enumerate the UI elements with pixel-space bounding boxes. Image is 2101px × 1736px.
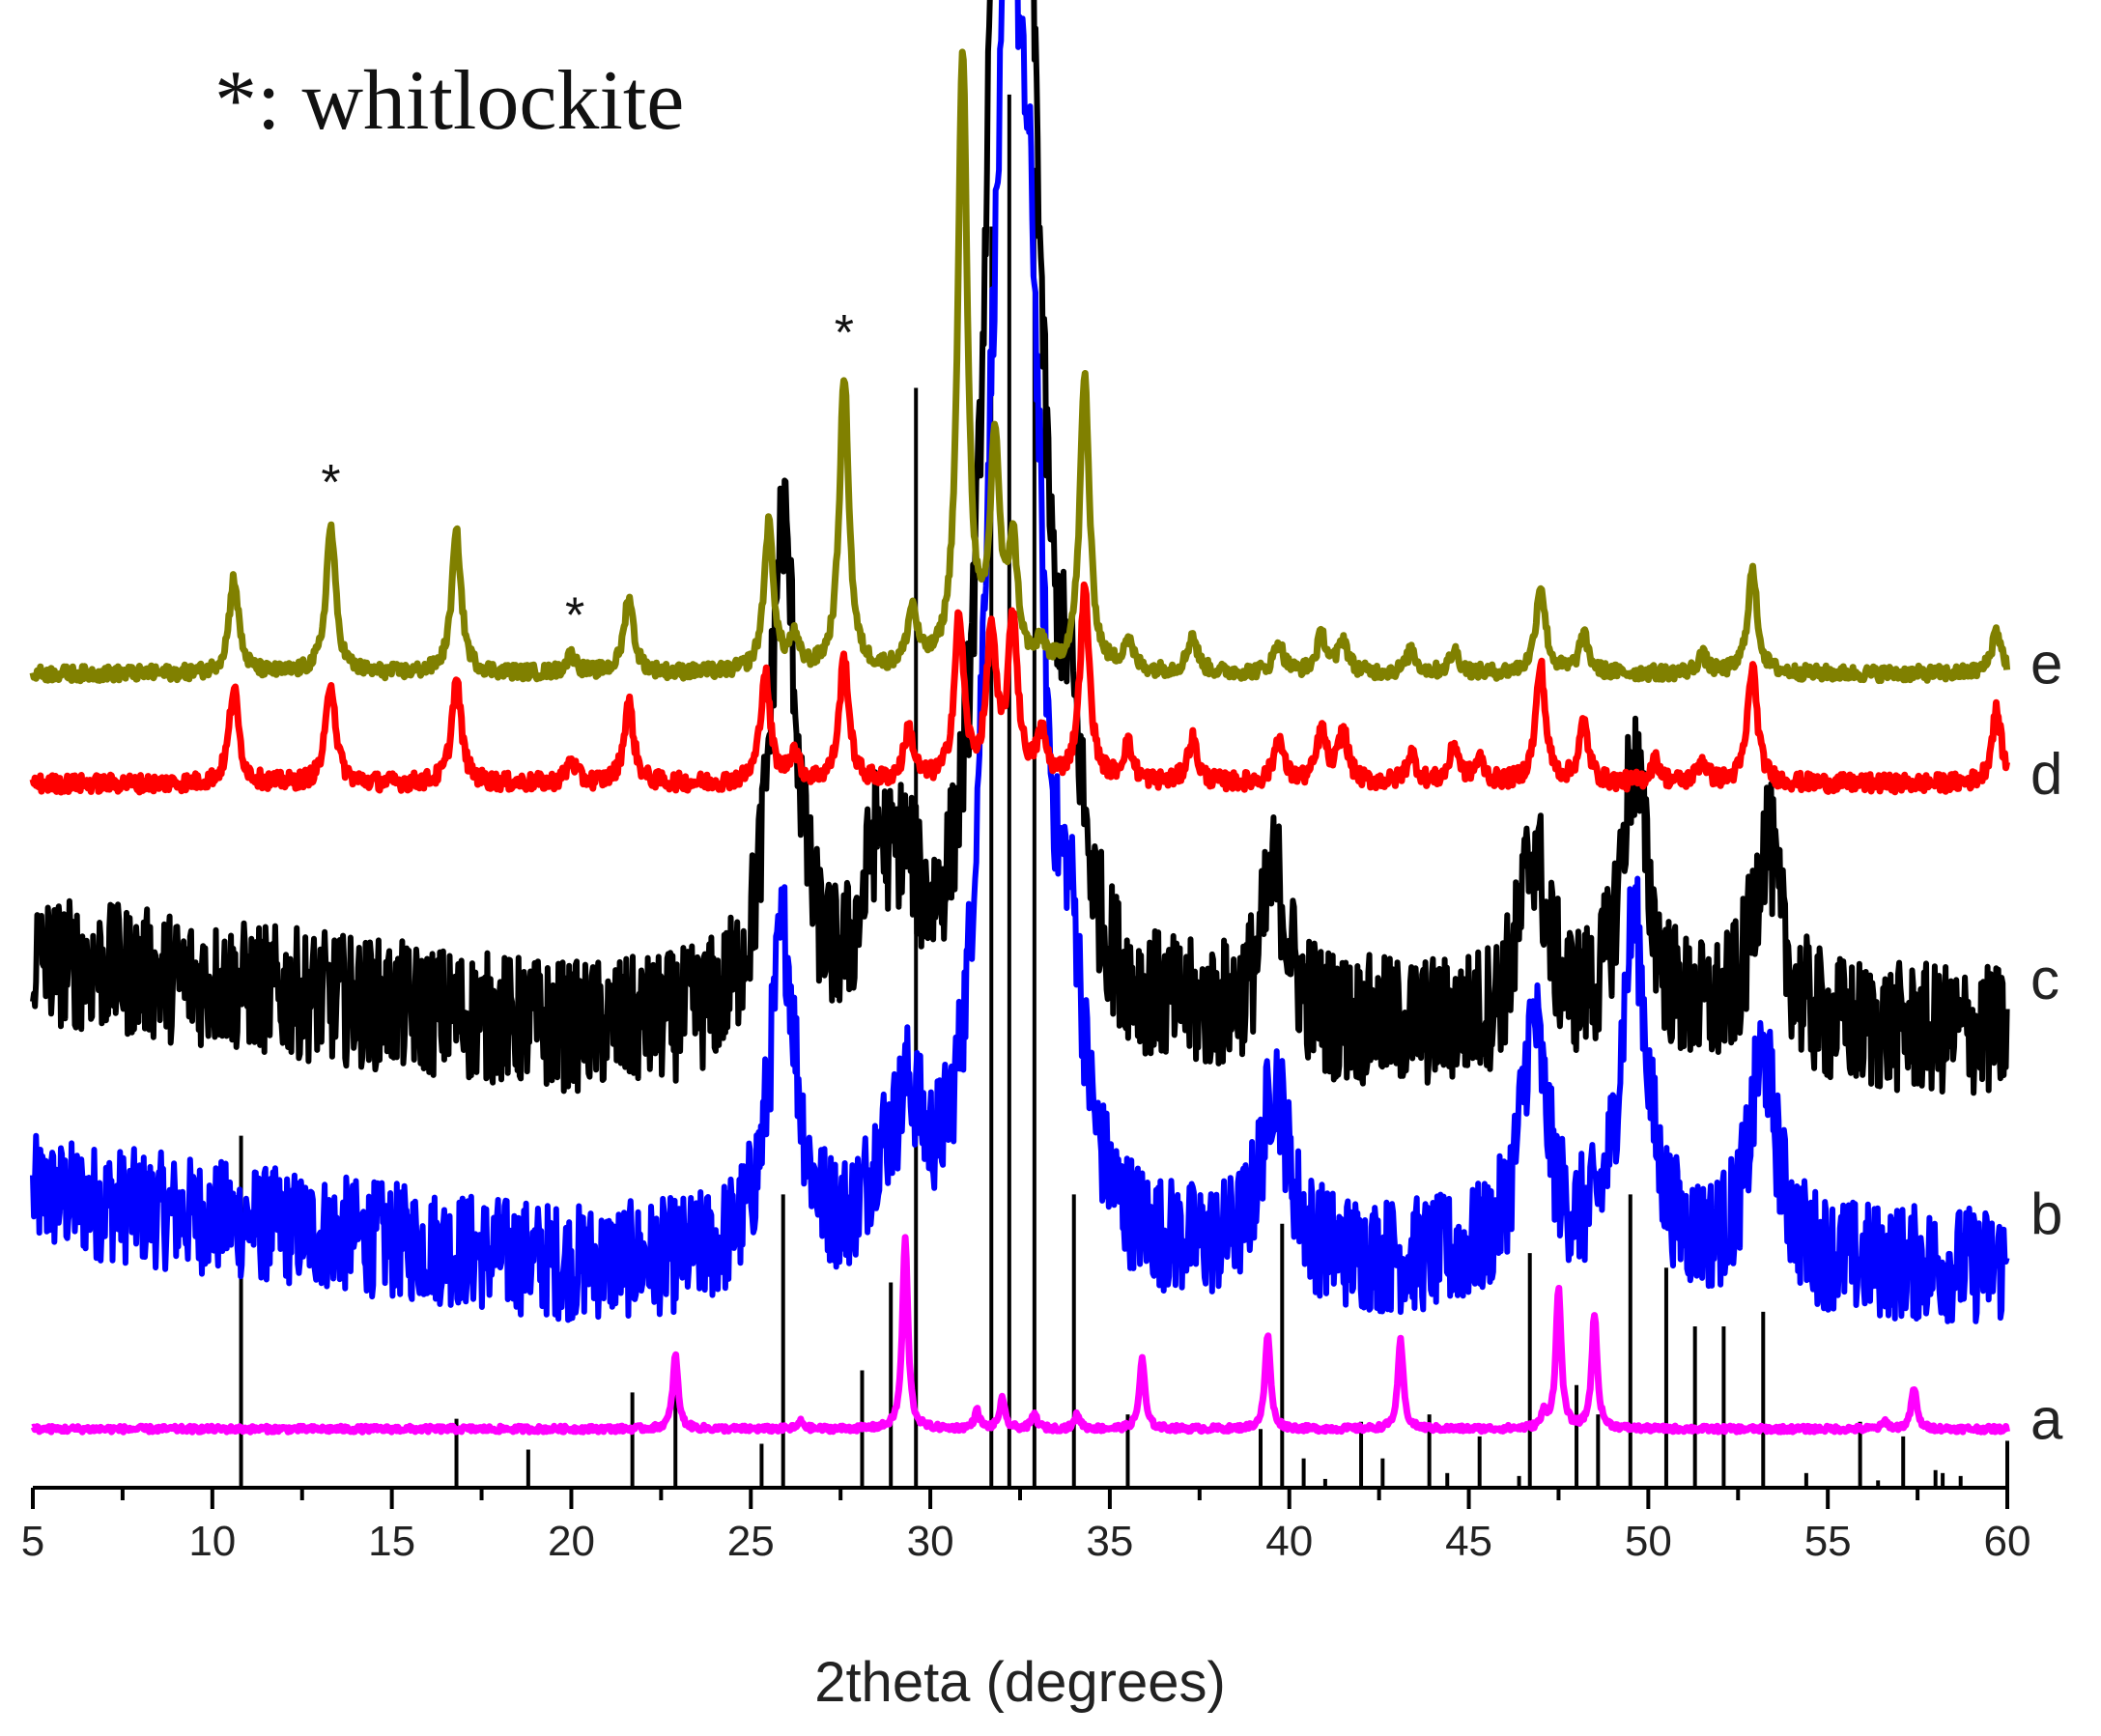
x-tick-label: 55 <box>1804 1518 1852 1565</box>
x-tick-label: 30 <box>907 1518 954 1565</box>
x-tick-label: 45 <box>1445 1518 1492 1565</box>
x-axis-ticks <box>31 1488 2009 1509</box>
x-tick-label: 15 <box>368 1518 415 1565</box>
whitlockite-asterisks: * * * <box>321 305 854 644</box>
series-line-b <box>30 0 2010 1324</box>
series-label-d: d <box>2030 741 2062 806</box>
x-tick-label: 60 <box>1984 1518 2031 1565</box>
series-line-c <box>30 0 2010 1096</box>
x-axis-tick-labels: 5 10 15 20 25 30 35 40 45 50 55 60 <box>21 1518 2031 1565</box>
x-tick-label: 50 <box>1625 1518 1672 1565</box>
x-tick-label: 25 <box>727 1518 775 1565</box>
x-tick-label: 10 <box>188 1518 236 1565</box>
series-line-e <box>29 48 2011 685</box>
whitlockite-asterisk: * <box>321 455 340 511</box>
series-label-e: e <box>2030 632 2062 697</box>
series-line-d <box>29 581 2011 796</box>
series-label-c: c <box>2030 947 2059 1011</box>
series-label-b: b <box>2030 1181 2062 1246</box>
x-tick-label: 20 <box>548 1518 595 1565</box>
whitlockite-asterisk: * <box>835 305 854 361</box>
x-tick-label: 40 <box>1265 1518 1313 1565</box>
series-line-a <box>30 1234 2011 1436</box>
whitlockite-asterisk: * <box>565 587 584 643</box>
series-label-a: a <box>2030 1386 2063 1451</box>
series-labels: a b c de <box>2030 632 2063 1452</box>
x-axis-title: 2theta (degrees) <box>814 1651 1226 1714</box>
whitlockite-legend-note: *: whitlockite <box>214 54 684 148</box>
xrd-series <box>29 0 2011 1436</box>
x-tick-label: 35 <box>1086 1518 1133 1565</box>
x-tick-label: 5 <box>21 1518 44 1565</box>
